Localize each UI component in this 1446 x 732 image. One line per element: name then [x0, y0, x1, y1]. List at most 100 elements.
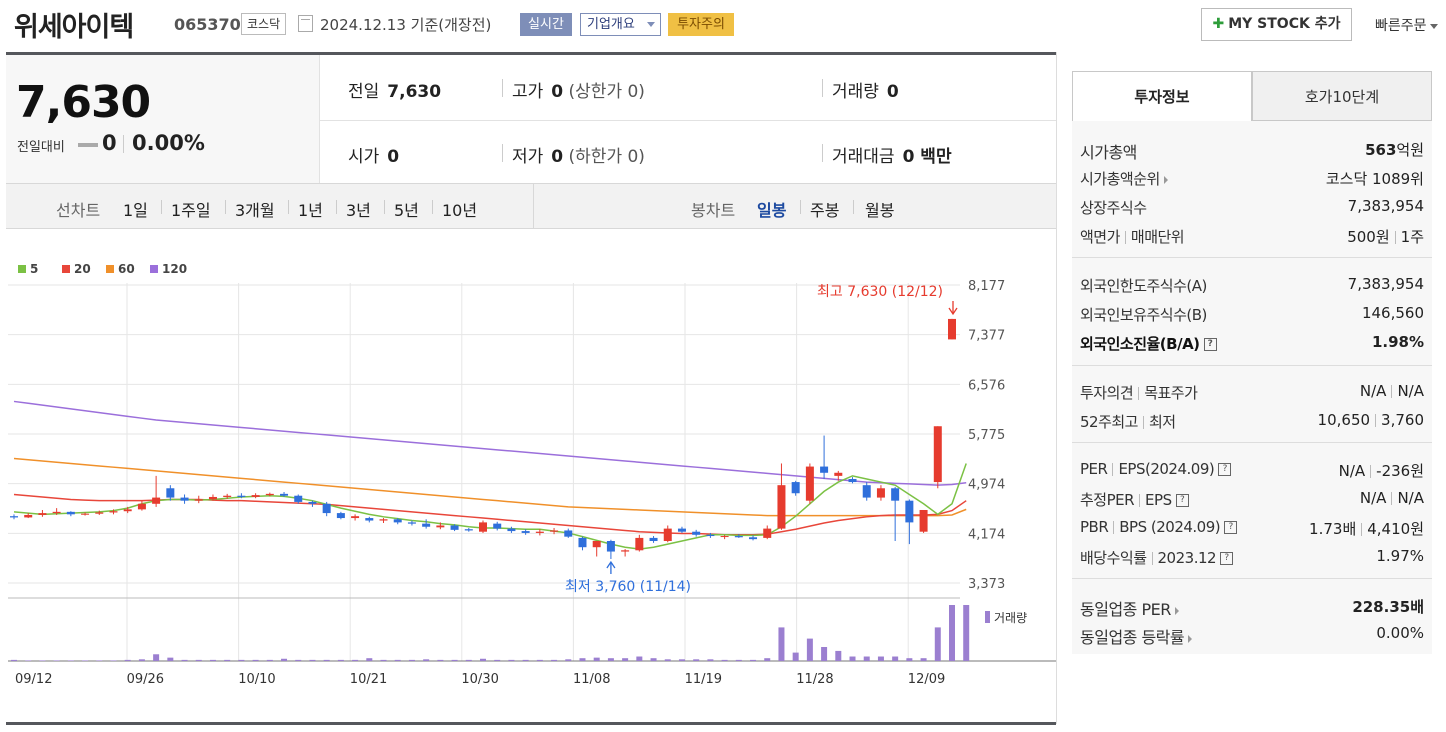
add-mystock-label: MY STOCK 추가	[1228, 16, 1341, 32]
candle-body	[137, 503, 146, 510]
candle-body	[10, 516, 18, 518]
divider	[1370, 465, 1372, 478]
candle-body	[891, 488, 900, 501]
target-label-text: 목표주가	[1144, 384, 1198, 402]
sector-change-row[interactable]: 동일업종 등락률 0.00%	[1080, 620, 1424, 647]
candle-body	[791, 482, 800, 494]
dividend-label: 배당수익률 2023.12?	[1080, 547, 1234, 568]
volume-bar	[408, 659, 415, 661]
tab-monthly[interactable]: 월봉	[865, 201, 895, 220]
low-label: 저가	[512, 147, 544, 167]
tab-daily[interactable]: 일봉	[757, 201, 787, 220]
volume-bar	[721, 659, 728, 661]
legend-swatch	[62, 265, 70, 273]
candle-body	[948, 318, 956, 340]
divider	[1151, 552, 1153, 565]
volume-bar	[565, 659, 572, 661]
candle-body	[749, 537, 758, 540]
candle-body	[592, 541, 601, 548]
est-per-label-text: 추정PER	[1080, 491, 1135, 509]
legend-swatch	[150, 265, 158, 273]
foreign-ratio-value: 1.98%	[1371, 333, 1424, 351]
y-tick-label: 5,775	[968, 428, 1005, 443]
quick-order-button[interactable]: 빠른주문	[1375, 15, 1438, 35]
volume-bar	[252, 659, 259, 661]
candle-body	[407, 522, 416, 524]
open-price: 시가 0	[348, 142, 399, 167]
candle-body	[876, 488, 885, 498]
tab-1w[interactable]: 1주일	[171, 201, 211, 220]
help-icon[interactable]: ?	[1203, 338, 1217, 351]
y-tick-label: 7,377	[968, 329, 1005, 344]
listed-shares-label: 상장주식수	[1080, 199, 1147, 217]
volume-bar	[750, 659, 757, 661]
candle-body	[422, 523, 431, 527]
divider	[822, 79, 823, 97]
line-chart-label: 선차트	[56, 201, 101, 220]
volume-bar	[281, 658, 288, 661]
candle-body	[848, 478, 857, 483]
lower-limit: (하한가 0)	[568, 147, 645, 167]
per-label: PER	[1080, 460, 1108, 478]
volume-bar	[181, 659, 188, 661]
divider	[432, 200, 433, 214]
tab-1y[interactable]: 1년	[298, 201, 323, 220]
volume-value: 0	[886, 82, 899, 102]
realtime-button[interactable]: 실시간	[520, 13, 572, 36]
x-tick-label: 09/26	[127, 672, 164, 687]
foreign-hold-row: 외국인보유주식수(B) 146,560	[1080, 300, 1424, 326]
tab-invest-info[interactable]: 투자정보	[1072, 71, 1252, 121]
help-icon[interactable]: ?	[1220, 552, 1234, 565]
candle-body	[351, 516, 360, 519]
candle-body	[52, 511, 61, 514]
volume-bar	[693, 659, 700, 661]
volume-bar	[451, 659, 458, 661]
52w-value: 10,650 3,760	[1318, 411, 1424, 429]
tab-10y[interactable]: 10년	[442, 201, 478, 220]
tabs-divider	[533, 184, 534, 228]
volume-bar	[735, 659, 742, 661]
tab-3m[interactable]: 3개월	[235, 201, 275, 220]
tab-weekly[interactable]: 주봉	[810, 201, 840, 220]
add-mystock-button[interactable]: ✚ MY STOCK 추가	[1201, 8, 1352, 41]
legend-label: 5	[30, 262, 38, 276]
divider	[853, 200, 854, 214]
chevron-right-icon	[1174, 606, 1179, 615]
tab-orderbook-10[interactable]: 호가10단계	[1252, 71, 1432, 121]
x-tick-label: 09/12	[15, 672, 52, 687]
volume-bar	[25, 660, 32, 661]
candle-body	[677, 528, 686, 532]
volume-bar	[764, 658, 771, 661]
tab-5y[interactable]: 5년	[394, 201, 419, 220]
upper-limit: (상한가 0)	[568, 82, 645, 102]
candle-body	[38, 513, 47, 515]
market-cap-rank-row[interactable]: 시가총액순위 코스닥 1089위	[1080, 164, 1424, 190]
candle-body	[919, 509, 928, 532]
divider	[384, 200, 385, 214]
volume-bar	[920, 658, 927, 661]
x-tick-label: 11/28	[796, 672, 833, 687]
help-icon[interactable]: ?	[1224, 521, 1238, 534]
help-icon[interactable]: ?	[1175, 494, 1189, 507]
tab-3y[interactable]: 3년	[346, 201, 371, 220]
volume-bar	[295, 659, 302, 661]
volume-bar	[11, 659, 17, 661]
tab-1d[interactable]: 1일	[123, 201, 148, 220]
legend-label: 120	[162, 262, 187, 276]
sector-per-row[interactable]: 동일업종 PER 228.35배	[1080, 592, 1424, 619]
candle-body	[905, 500, 914, 523]
investment-warning-badge: 투자주의	[668, 13, 734, 36]
listed-shares-value: 7,383,954	[1347, 197, 1424, 215]
min-price-label: 최저 3,760 (11/14)	[565, 579, 691, 595]
quick-order-label: 빠른주문	[1375, 18, 1427, 34]
divider	[1375, 414, 1377, 427]
min-arrowhead-icon	[606, 560, 616, 569]
candle-body	[834, 472, 843, 476]
volume-bar	[437, 659, 444, 661]
pbr-value: 1.73배	[1309, 520, 1357, 538]
company-overview-button[interactable]: 기업개요	[580, 13, 661, 36]
pbr-bps-label: PBR BPS (2024.09)?	[1080, 518, 1238, 536]
chevron-right-icon	[1163, 175, 1168, 184]
volume-legend-label: 거래량	[994, 611, 1027, 625]
help-icon[interactable]: ?	[1218, 463, 1232, 476]
